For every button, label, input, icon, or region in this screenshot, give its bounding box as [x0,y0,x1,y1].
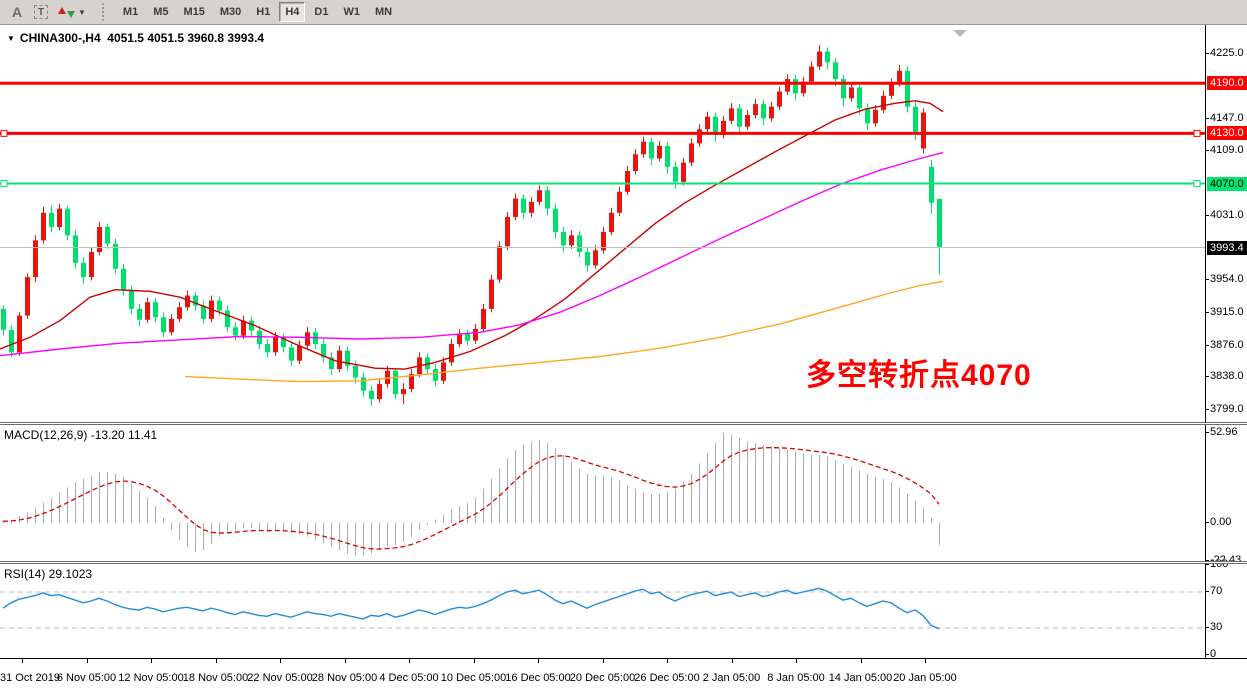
chart-plot-area: ▼ CHINA300-,H4 4051.5 4051.5 3960.8 3993… [0,25,1205,658]
toolbar-grip-handle[interactable] [101,3,109,21]
time-axis-label: 20 Jan 05:00 [893,672,957,684]
timeframe-button-m15[interactable]: M15 [183,6,205,18]
time-axis-tick [667,659,668,663]
timeframe-button-mn[interactable]: MN [374,6,393,18]
rsi-canvas [0,587,1205,630]
chevron-down-icon: ▼ [7,33,15,43]
macd-signal-line [2,446,940,550]
time-axis-label: 26 Dec 05:00 [634,672,700,684]
macd-indicator-pane[interactable]: MACD(12,26,9) -13.20 11.41 [0,425,1205,561]
candles [1,44,942,406]
price-level-badge: 4190.0 [1207,76,1247,91]
price-chart-pane[interactable]: ▼ CHINA300-,H4 4051.5 4051.5 3960.8 3993… [0,25,1205,422]
rsi-axis-label: 70 [1205,585,1223,597]
ma-fast-red [0,100,944,370]
macd-canvas [2,433,940,556]
candlestick-canvas [0,30,1205,406]
timeframe-button-h1[interactable]: H1 [256,6,271,18]
bid-price-badge: 3993.4 [1207,240,1247,255]
text-tool-icon: T [34,5,48,19]
price-axis-label: 3838.0 [1206,370,1244,383]
chevron-down-icon: ▼ [78,7,86,17]
rsi-axis-label: 100 [1205,558,1229,570]
chart-shift-marker-icon [953,30,967,37]
arrow-cursor-button[interactable]: A [6,2,28,22]
ma-medium-magenta [0,151,944,357]
toolbar: A T ▼ M1 M5 M15 M30 H1 H4 D1 W1 MN [0,0,1247,25]
time-axis-label: 31 Oct 2019 [0,672,60,684]
line-handle [1193,129,1201,137]
price-axis-label: 3954.0 [1206,273,1244,286]
line-handle [1193,180,1201,188]
time-axis-label: 2 Jan 05:00 [702,672,761,684]
rsi-indicator-pane[interactable]: RSI(14) 29.1023 [0,564,1205,658]
time-axis[interactable]: 31 Oct 2019 6 Nov 05:00 12 Nov 05:00 18 Nov… [0,658,1247,694]
chart-title: ▼ CHINA300-,H4 4051.5 4051.5 3960.8 3993… [7,31,264,45]
timeframe-button-group: M1 M5 M15 M30 H1 H4 D1 W1 MN [117,2,401,22]
time-axis-tick [151,659,152,663]
chart-title-text: CHINA300-,H4 4051.5 4051.5 3960.8 3993.4 [19,31,265,45]
up-arrow-icon [58,6,66,14]
time-axis-tick [22,659,23,663]
ma-slow-orange [184,280,944,383]
time-axis-tick [280,659,281,663]
time-axis-tick [344,659,346,663]
time-axis-label: 22 Nov 05:00 [247,672,313,684]
rsi-line [2,587,940,630]
price-axis-label: 3915.0 [1206,306,1244,319]
timeframe-button-m5[interactable]: M5 [153,6,169,18]
price-axis-label: 3876.0 [1206,338,1244,351]
timeframe-button-d1[interactable]: D1 [314,6,329,18]
line-handle [0,180,8,188]
time-axis-tick [86,659,88,663]
time-axis-tick [602,659,604,663]
time-axis-label: 4 Dec 05:00 [379,672,439,684]
price-axis-label: 4225.0 [1206,47,1244,59]
timeframe-button-h4[interactable]: H4 [279,2,306,22]
price-axis-label: 3799.0 [1206,403,1244,415]
timeframe-button-w1[interactable]: W1 [343,6,360,18]
price-axis-label: 4147.0 [1206,112,1244,125]
macd-axis-label: 52.96 [1206,426,1238,438]
letter-a-icon: A [11,4,23,20]
time-axis-label: 8 Jan 05:00 [767,672,825,684]
time-axis-tick [925,659,926,663]
time-axis-tick [731,659,733,663]
rsi-label: RSI(14) 29.1023 [4,567,93,581]
chart-annotation-text: 多空转折点4070 [806,359,1032,392]
price-level-badge: 4070.0 [1207,176,1247,191]
time-axis-tick [215,659,217,663]
macd-histogram [3,433,940,556]
time-axis-tick [409,659,410,663]
line-handle [0,129,8,137]
price-axis[interactable]: 4225.0 4147.0 4109.0 4031.0 3954.0 3915.0 3876… [1205,25,1247,660]
price-axis-label: 4109.0 [1206,143,1244,156]
macd-label: MACD(12,26,9) -13.20 11.41 [4,428,158,442]
time-axis-label: 16 Dec 05:00 [505,672,571,684]
macd-axis-label: 0.00 [1205,516,1232,528]
timeframe-button-m1[interactable]: M1 [122,6,139,18]
time-axis-label: 18 Nov 05:00 [182,672,249,684]
time-axis-tick [860,659,862,663]
time-axis-label: 28 Nov 05:00 [311,672,378,684]
time-axis-tick [796,659,797,663]
time-axis-tick [538,659,539,663]
rsi-axis-label: 30 [1205,621,1223,633]
rsi-axis-label: 0 [1205,648,1217,660]
time-axis-label: 6 Nov 05:00 [56,672,117,684]
timeframe-button-m30[interactable]: M30 [219,6,242,18]
time-axis-label: 14 Jan 05:00 [828,672,893,684]
time-axis-label: 10 Dec 05:00 [440,672,507,684]
pane-separator[interactable] [0,422,1247,425]
price-level-badge: 4130.0 [1207,126,1247,141]
text-label-tool-button[interactable]: T [30,2,52,22]
pane-separator[interactable] [0,561,1247,564]
arrow-styles-button[interactable]: ▼ [54,2,90,22]
time-axis-label: 12 Nov 05:00 [118,672,184,684]
time-axis-tick [473,659,475,663]
time-axis-label: 20 Dec 05:00 [569,672,636,684]
price-axis-label: 4031.0 [1206,209,1244,222]
down-arrow-icon [67,10,75,18]
